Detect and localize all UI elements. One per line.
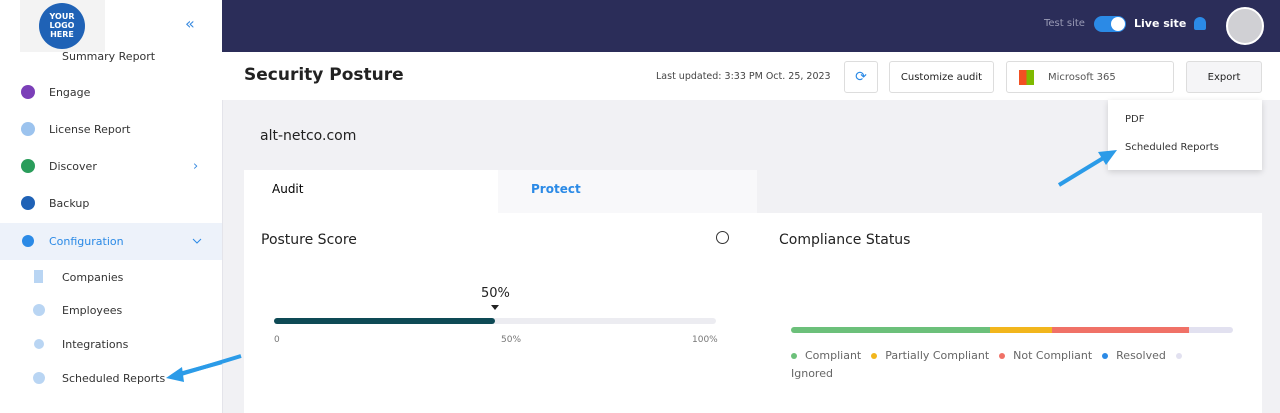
nav-subitem[interactable]: Scheduled Reports — [62, 372, 166, 385]
legend-dot — [999, 353, 1006, 359]
nav-subitem[interactable]: Employees — [62, 304, 123, 317]
legend-dot — [791, 353, 797, 359]
legend-item: Ignored — [791, 349, 1190, 380]
legend-item: Resolved — [1102, 349, 1166, 362]
legend-item: Partially Compliant — [871, 349, 989, 362]
nav-item[interactable]: Discover — [49, 160, 97, 173]
tab-label: Protect — [531, 182, 581, 196]
legend-dot — [871, 353, 878, 359]
sidebar: YOUR LOGO HERE « Summary Report Engage L… — [0, 0, 223, 413]
export-menu: PDF Scheduled Reports — [1108, 100, 1262, 170]
nav-subitem[interactable]: Integrations — [62, 338, 129, 351]
posture-title: Posture Score — [261, 232, 357, 248]
compliance-segment — [989, 327, 1052, 333]
info-icon[interactable] — [716, 231, 729, 244]
scale-label: 0 — [274, 335, 280, 345]
scale-label: 100% — [692, 335, 718, 345]
bell[interactable] — [1194, 17, 1206, 30]
header: Security Posture Last updated: 3:33 PM O… — [222, 52, 1280, 100]
live-site[interactable]: Live site — [1134, 17, 1187, 30]
legend: Compliant Partially Compliant Not Complian… — [791, 347, 1211, 383]
customize-button[interactable]: Customize audit — [889, 61, 994, 93]
logo: YOUR LOGO HERE — [39, 3, 85, 49]
chevron: › — [193, 159, 199, 174]
nav-item[interactable]: Configuration — [49, 235, 124, 248]
tab-label: Audit — [272, 182, 304, 196]
last-updated: Last updated: 3:33 PM Oct. 25, 2023 — [656, 71, 831, 82]
card: Posture Score Compliance Status Complian… — [244, 213, 1262, 413]
active-bg — [0, 223, 222, 260]
nav-subitem[interactable]: Companies — [62, 271, 124, 284]
score-fill — [274, 318, 495, 324]
topbar: Test site Live site — [222, 0, 1280, 52]
legend-item: Not Compliant — [999, 349, 1092, 362]
legend-dot — [1175, 353, 1182, 359]
refresh[interactable]: ⟳ — [844, 61, 878, 93]
compliance-segment — [791, 327, 990, 333]
nav-item[interactable]: Summary Report — [62, 50, 156, 63]
legend-label: Ignored — [791, 367, 833, 380]
score-track — [274, 318, 716, 324]
collapse[interactable]: « — [185, 14, 195, 33]
menu-item[interactable]: PDF — [1125, 114, 1145, 125]
legend-item: Compliant — [791, 349, 861, 362]
pointer-arrow — [166, 354, 242, 382]
compliance-segment — [1051, 327, 1189, 333]
page-title: Security Posture — [244, 65, 404, 85]
product-select[interactable]: Microsoft 365 — [1006, 61, 1174, 93]
compliance-title: Compliance Status — [779, 232, 911, 248]
legend-label: Compliant — [805, 349, 862, 362]
toggle[interactable] — [1094, 16, 1126, 32]
export-button[interactable]: Export — [1186, 61, 1262, 93]
product: Microsoft 365 — [1048, 71, 1116, 83]
menu-item[interactable]: Scheduled Reports — [1125, 142, 1219, 153]
nav-item[interactable]: Backup — [49, 197, 90, 210]
tab[interactable]: Audit — [244, 170, 498, 213]
tenant[interactable]: alt-netco.com — [260, 128, 357, 144]
legend-label: Not Compliant — [1013, 349, 1093, 362]
test-site[interactable]: Test site — [1044, 18, 1085, 29]
legend-dot — [1102, 353, 1109, 359]
nav-item[interactable]: Engage — [49, 86, 91, 99]
scale-label: 50% — [501, 335, 522, 345]
legend-label: Resolved — [1116, 349, 1166, 362]
pointer-arrow — [1057, 150, 1117, 187]
nav-item[interactable]: License Report — [49, 123, 131, 136]
avatar[interactable] — [1226, 7, 1264, 45]
score-marker — [491, 305, 499, 310]
tab[interactable]: Protect — [498, 170, 757, 213]
compliance-bar — [791, 327, 1233, 333]
legend-label: Partially Compliant — [885, 349, 990, 362]
score-label: 50% — [481, 286, 510, 301]
compliance-segment — [1188, 327, 1233, 333]
